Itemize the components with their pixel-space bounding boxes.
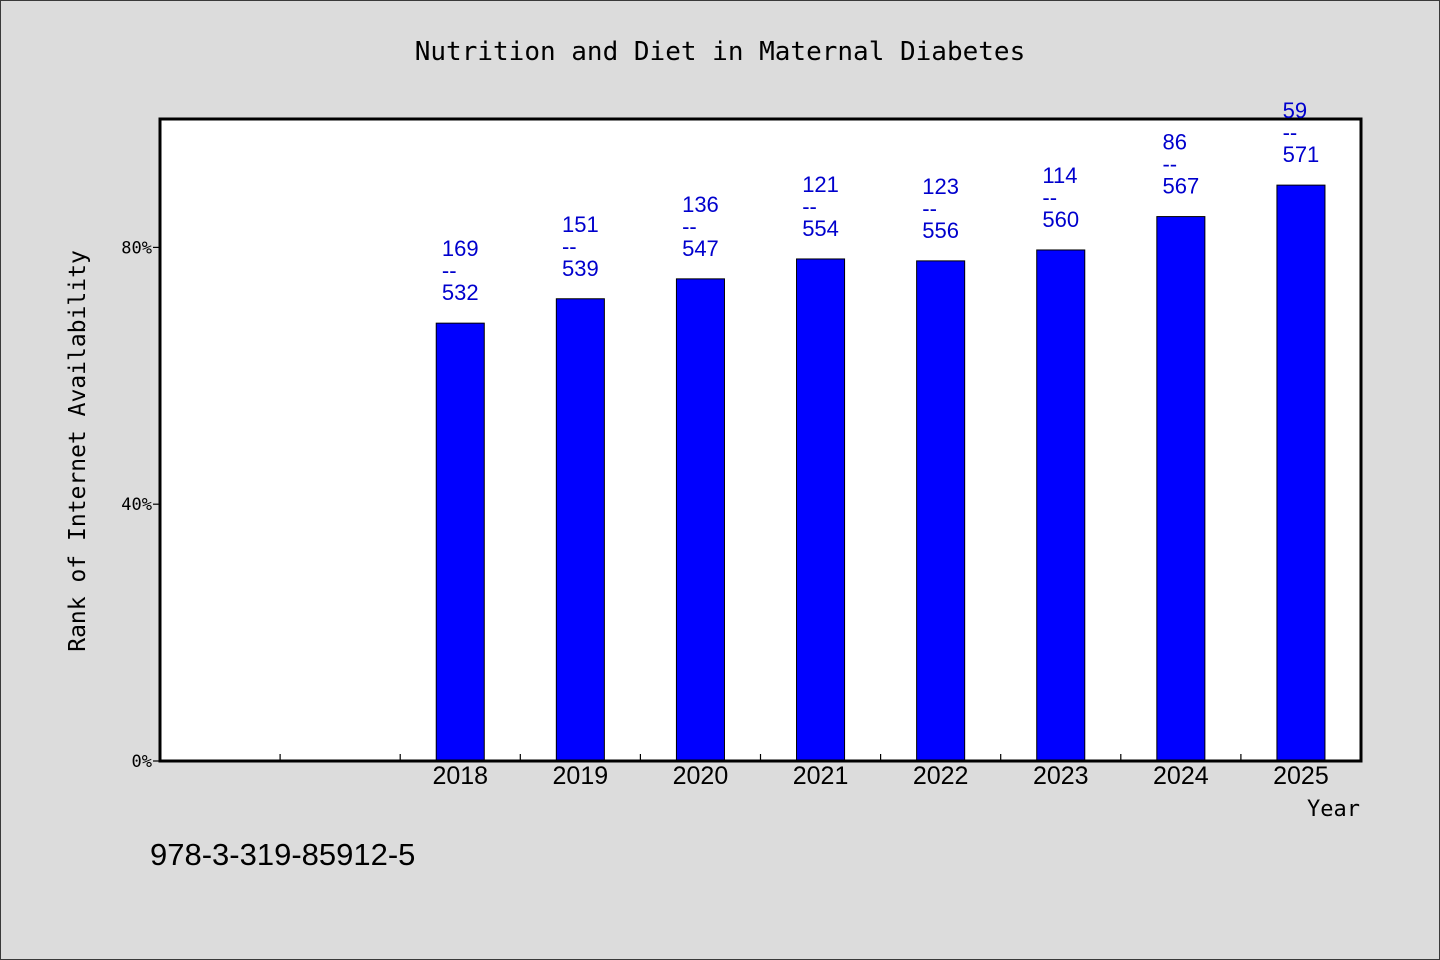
data-label-total: 554: [802, 216, 839, 241]
data-label-2025: 59--571: [1283, 98, 1320, 167]
data-label-separator: --: [1283, 120, 1298, 145]
data-label-rank: 151: [562, 212, 599, 237]
bar-2019: [555, 298, 605, 762]
data-label-rank: 114: [1042, 163, 1077, 188]
data-label-rank: 121: [802, 172, 839, 197]
y-tick-label-40: 40%: [121, 495, 152, 515]
data-label-rank: 86: [1162, 130, 1186, 155]
data-label-rank: 136: [682, 192, 719, 217]
bar-2025: [1276, 184, 1326, 762]
data-label-separator: --: [802, 194, 817, 219]
x-tick-label-2021: 2021: [793, 762, 849, 790]
y-axis: 0% 40% 80%: [121, 238, 160, 772]
x-axis: 2018 2019 2020 2021 2022 2023 2024 2025: [279, 754, 1329, 790]
x-axis-label: Year: [1307, 797, 1360, 822]
data-label-2021: 121--554: [802, 172, 839, 241]
bar-2020: [675, 278, 725, 762]
data-label-2018: 169--532: [442, 236, 479, 305]
data-label-total: 556: [922, 218, 959, 243]
data-label-rank: 123: [922, 174, 959, 199]
data-label-separator: --: [682, 214, 697, 239]
data-label-2024: 86--567: [1162, 130, 1199, 199]
data-label-separator: --: [1162, 152, 1177, 177]
bar-2022: [916, 260, 966, 762]
data-labels-group: 169--532151--539136--547121--554123--556…: [442, 98, 1319, 305]
data-label-2020: 136--547: [682, 192, 719, 261]
data-label-total: 532: [442, 280, 479, 305]
isbn-annotation: 978-3-319-85912-5: [150, 837, 415, 872]
data-label-total: 547: [682, 236, 719, 261]
data-label-separator: --: [442, 258, 457, 283]
bar-2018: [435, 322, 485, 762]
y-tick-label-80: 80%: [121, 238, 152, 258]
data-label-total: 571: [1283, 142, 1320, 167]
data-label-separator: --: [1042, 185, 1057, 210]
data-label-rank: 59: [1283, 98, 1307, 123]
bar-2024: [1156, 216, 1206, 762]
data-label-total: 567: [1162, 174, 1199, 199]
x-tick-label-2022: 2022: [913, 762, 969, 790]
x-tick-label-2024: 2024: [1153, 762, 1209, 790]
x-tick-label-2023: 2023: [1033, 762, 1089, 790]
data-label-rank: 169: [442, 236, 479, 261]
x-tick-label-2019: 2019: [553, 762, 609, 790]
data-label-2019: 151--539: [562, 212, 599, 281]
data-label-2023: 114--560: [1042, 163, 1079, 232]
x-tick-label-2020: 2020: [673, 762, 729, 790]
data-label-total: 560: [1042, 207, 1079, 232]
bars-group: [435, 184, 1326, 762]
plot-frame: [158, 117, 1363, 763]
data-label-total: 539: [562, 256, 599, 281]
data-label-separator: --: [922, 196, 937, 221]
y-axis-label: Rank of Internet Availability: [65, 250, 91, 652]
x-tick-label-2025: 2025: [1273, 762, 1329, 790]
y-tick-label-0: 0%: [132, 752, 152, 772]
chart-title: Nutrition and Diet in Maternal Diabetes: [415, 37, 1025, 67]
bar-2021: [796, 258, 846, 762]
data-label-separator: --: [562, 234, 577, 259]
data-label-2022: 123--556: [922, 174, 959, 243]
x-tick-label-2018: 2018: [432, 762, 488, 790]
bar-2023: [1036, 249, 1086, 762]
